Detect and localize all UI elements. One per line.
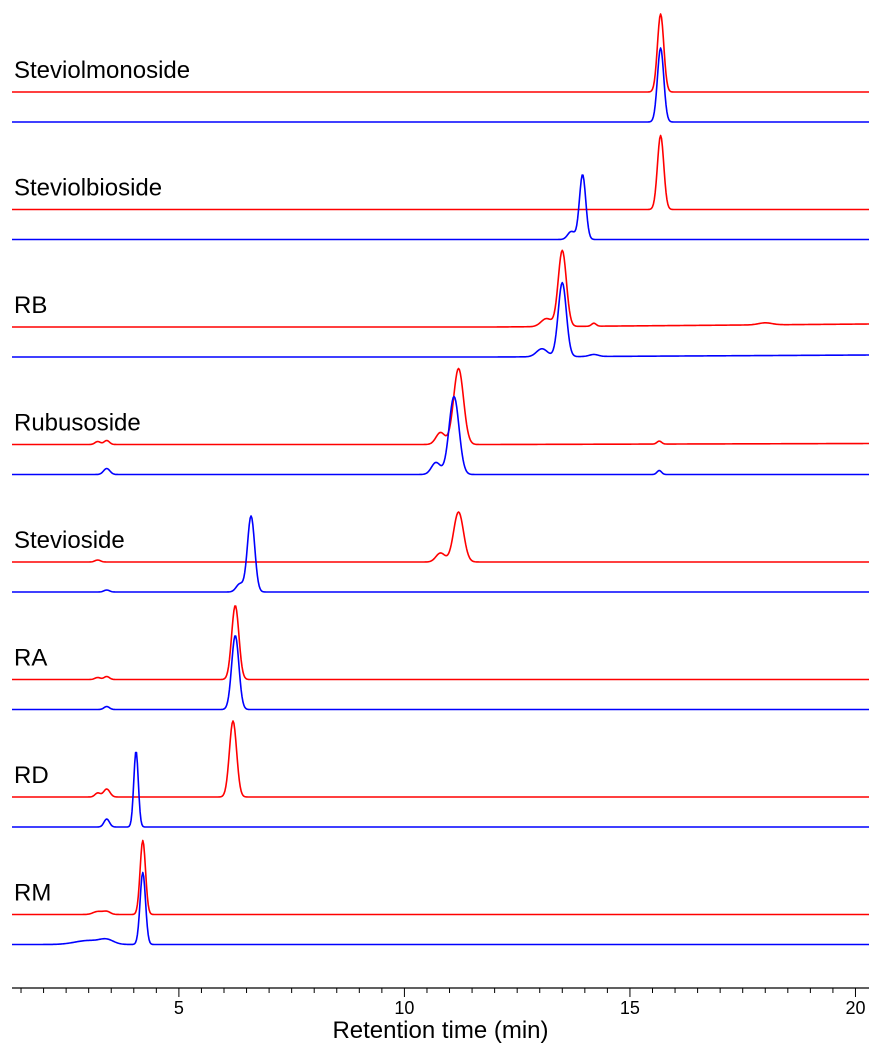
red-trace [12, 13, 869, 93]
blue-trace [12, 174, 869, 241]
red-trace [12, 720, 869, 798]
x-axis-title: Retention time (min) [332, 1017, 548, 1044]
compound-label: Steviolbioside [14, 175, 162, 202]
blue-trace [12, 395, 869, 476]
blue-trace [12, 515, 869, 593]
x-tick-label: 20 [845, 998, 865, 1018]
compound-label: Rubusoside [14, 410, 141, 437]
compound-label: Stevioside [14, 527, 125, 554]
red-trace [12, 249, 870, 328]
x-axis: 5 10 15 20 Retention time (min) [12, 987, 869, 1044]
red-trace [12, 839, 869, 916]
chromatogram-traces [12, 13, 870, 946]
compound-label: RA [14, 645, 47, 672]
red-trace [12, 367, 869, 446]
compound-label: RM [14, 880, 51, 907]
x-axis-ticks: 5 10 15 20 [20, 988, 865, 1018]
blue-trace [12, 47, 869, 123]
blue-trace [12, 871, 869, 946]
compound-label: RD [14, 762, 49, 789]
x-tick-label: 10 [394, 998, 414, 1018]
blue-trace [12, 281, 869, 358]
compound-labels: Steviolmonoside Steviolbioside RB Rubusosid… [14, 57, 190, 907]
red-trace [12, 605, 869, 681]
compound-label: RB [14, 292, 47, 319]
x-tick-label: 15 [620, 998, 640, 1018]
red-trace [12, 511, 869, 563]
blue-trace [12, 635, 869, 711]
blue-trace [12, 751, 869, 828]
x-tick-label: 5 [174, 998, 184, 1018]
red-trace [12, 134, 869, 211]
compound-label: Steviolmonoside [14, 57, 190, 84]
